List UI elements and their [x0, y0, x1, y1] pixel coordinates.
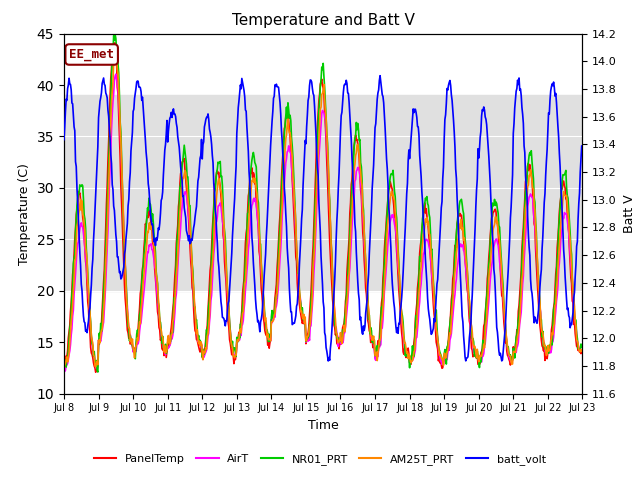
Text: EE_met: EE_met [69, 48, 114, 61]
Legend: PanelTemp, AirT, NR01_PRT, AM25T_PRT, batt_volt: PanelTemp, AirT, NR01_PRT, AM25T_PRT, ba… [90, 450, 550, 469]
X-axis label: Time: Time [308, 419, 339, 432]
Title: Temperature and Batt V: Temperature and Batt V [232, 13, 415, 28]
Y-axis label: Batt V: Batt V [623, 194, 636, 233]
Bar [64, 96, 582, 291]
Y-axis label: Temperature (C): Temperature (C) [18, 163, 31, 264]
